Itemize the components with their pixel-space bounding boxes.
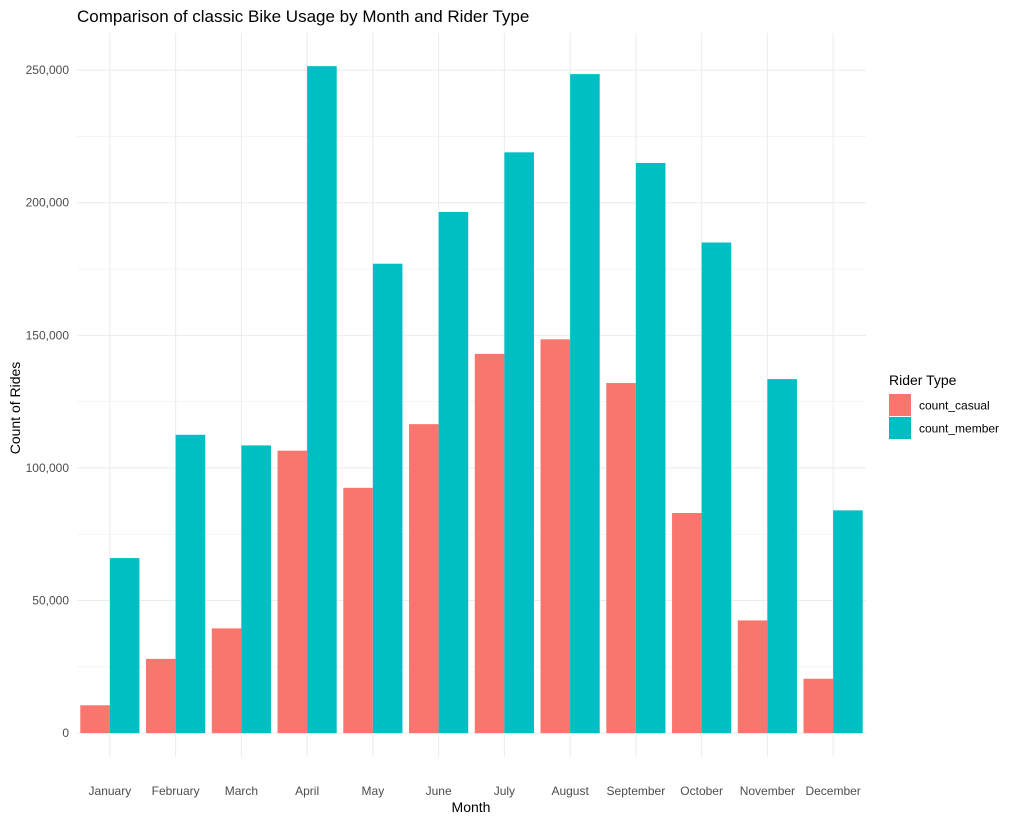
legend: Rider Type count_casual count_member	[889, 372, 999, 439]
x-tick-label: October	[680, 784, 723, 798]
x-tick-label: September	[607, 784, 666, 798]
legend-key-count_casual	[889, 394, 911, 416]
bar-count_member-february	[175, 434, 206, 734]
bar-count_member-october	[701, 242, 732, 734]
legend-key-count_member	[889, 417, 911, 439]
chart-title: Comparison of classic Bike Usage by Mont…	[77, 7, 529, 26]
bar-count_casual-may	[343, 487, 373, 734]
bar-count_casual-february	[146, 658, 176, 734]
bar-count_casual-august	[540, 339, 571, 734]
x-tick-label: August	[551, 784, 589, 798]
y-tick-label: 100,000	[26, 461, 70, 475]
bar-count_member-november	[767, 379, 797, 734]
y-tick-label: 200,000	[26, 196, 70, 210]
y-axis-title: Count of Rides	[7, 362, 23, 455]
bar-count_casual-september	[606, 383, 636, 734]
bar-count_member-august	[570, 74, 600, 734]
y-axis-ticks: 0 50,000 100,000 150,000 200,000 250,000	[26, 63, 70, 740]
bar-count_casual-november	[737, 620, 768, 734]
y-tick-label: 250,000	[26, 63, 70, 77]
x-tick-label: April	[295, 784, 319, 798]
bar-count_casual-june	[409, 424, 439, 734]
bar-count_casual-january	[80, 705, 110, 734]
x-axis-ticks: January February March April May June July Augu…	[89, 784, 861, 798]
x-tick-label: March	[225, 784, 258, 798]
bar-count_member-may	[372, 263, 403, 734]
bar-count_casual-december	[803, 678, 834, 734]
x-tick-label: July	[494, 784, 515, 798]
x-tick-label: January	[89, 784, 132, 798]
bar-count_member-september	[635, 162, 666, 734]
bar-count_member-january	[109, 558, 140, 734]
y-tick-label: 150,000	[26, 328, 70, 342]
legend-title: Rider Type	[889, 372, 957, 388]
legend-label-count_casual: count_casual	[919, 399, 990, 413]
y-tick-label: 0	[62, 726, 69, 740]
bar-count_member-june	[438, 212, 469, 734]
bar-count_casual-july	[474, 353, 505, 734]
bars-group	[80, 66, 863, 734]
bar-count_casual-october	[672, 513, 702, 734]
x-tick-label: June	[426, 784, 452, 798]
y-tick-label: 50,000	[32, 594, 69, 608]
bar-count_casual-march	[211, 628, 242, 734]
x-tick-label: February	[152, 784, 200, 798]
x-tick-label: May	[362, 784, 385, 798]
legend-label-count_member: count_member	[919, 422, 999, 436]
x-tick-label: November	[740, 784, 795, 798]
bar-count_member-december	[833, 510, 863, 734]
bar-count_member-march	[241, 445, 271, 734]
x-tick-label: December	[805, 784, 860, 798]
bar-count_member-july	[504, 152, 534, 734]
bar-count_casual-april	[277, 450, 308, 734]
bar-count_member-april	[307, 66, 337, 734]
x-axis-title: Month	[452, 799, 491, 815]
